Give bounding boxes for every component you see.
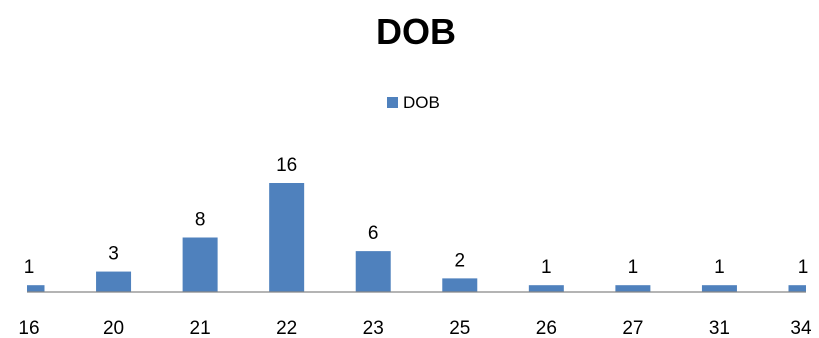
data-label-20: 3	[108, 244, 119, 265]
data-label-34: 1	[798, 257, 809, 278]
data-label-21: 8	[195, 210, 206, 231]
x-tick-label-31: 31	[709, 318, 730, 338]
x-tick-label-22: 22	[276, 318, 297, 338]
bar-27	[615, 285, 651, 292]
bar-26	[528, 285, 564, 292]
x-tick-label-23: 23	[363, 318, 384, 338]
x-tick-label-34: 34	[790, 318, 812, 338]
x-tick-labels-group: 16 20 21 22 23 25 26 27 31 34	[18, 318, 812, 338]
x-tick-label-25: 25	[449, 318, 470, 338]
data-label-25: 2	[454, 250, 465, 271]
data-label-23: 6	[368, 223, 379, 244]
bar-31	[701, 285, 737, 292]
legend-swatch	[387, 97, 398, 108]
legend-label: DOB	[403, 93, 440, 112]
data-labels-group: 1 3 8 16 6 2 1 1 1 1	[24, 155, 809, 278]
x-tick-label-21: 21	[190, 318, 211, 338]
bar-21	[182, 237, 218, 292]
data-label-16: 1	[24, 257, 35, 278]
data-label-26: 1	[541, 257, 552, 278]
bar-25	[442, 278, 478, 292]
bar-22	[269, 183, 305, 292]
bars-group	[27, 183, 806, 292]
x-tick-label-16: 16	[18, 318, 39, 338]
legend: DOB	[387, 93, 440, 112]
chart-title: DOB	[376, 11, 456, 52]
x-tick-label-20: 20	[103, 318, 124, 338]
bar-16	[27, 285, 45, 292]
data-label-22: 16	[276, 155, 297, 176]
data-label-27: 1	[628, 257, 639, 278]
bar-23	[355, 251, 391, 292]
x-tick-label-26: 26	[536, 318, 557, 338]
bar-20	[96, 271, 132, 292]
bar-34	[788, 285, 806, 292]
data-label-31: 1	[714, 257, 725, 278]
x-tick-label-27: 27	[622, 318, 643, 338]
